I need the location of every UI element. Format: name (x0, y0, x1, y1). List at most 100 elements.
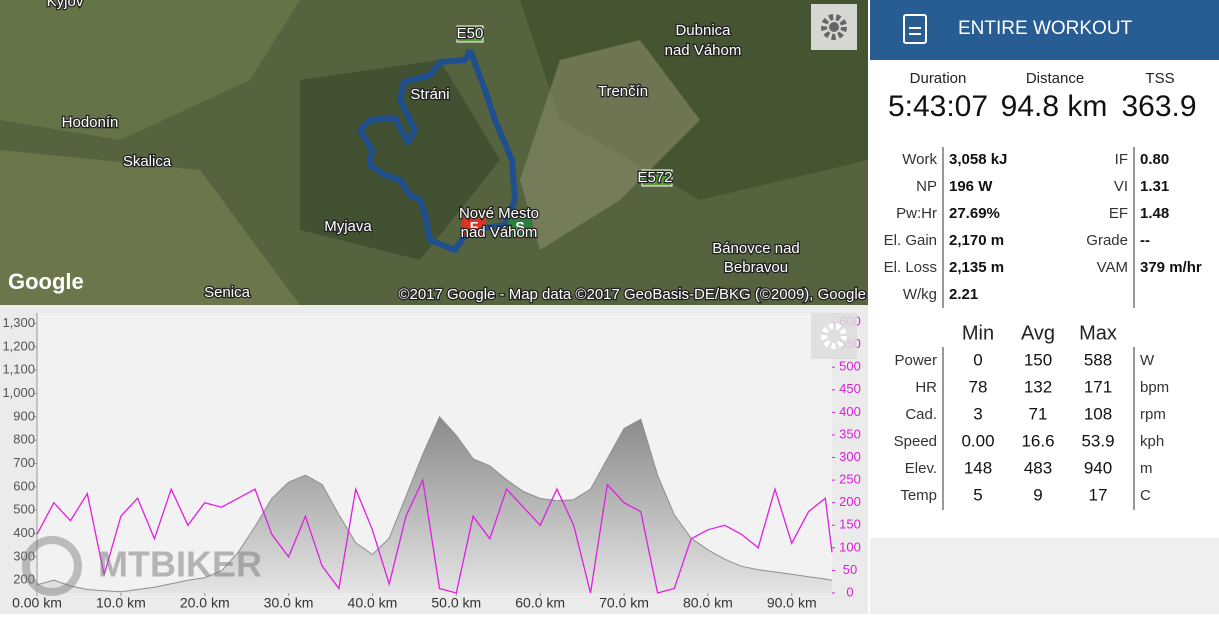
table-unit: m (1140, 460, 1153, 477)
table-unit: rpm (1140, 406, 1166, 423)
map-copyright: ©2017 Google - Map data ©2017 GeoBasis-D… (398, 286, 866, 303)
panel-card (870, 60, 1219, 538)
stat-value: 2.21 (949, 286, 978, 303)
y-tick-label: 200 (13, 572, 35, 587)
elevation-line (36, 415, 833, 593)
x-tick-label: 90.0 km (767, 595, 817, 611)
y2-tick-label: 300 (839, 449, 861, 464)
x-tick-label: 0.00 km (12, 595, 62, 611)
table-header: Min (962, 322, 994, 344)
y-tick-label: 1,300 (2, 315, 35, 330)
y2-tick-label: 500 (839, 359, 861, 374)
start-label: S (515, 219, 524, 235)
place-label: Stráni (410, 86, 449, 103)
elevation-fill (37, 416, 832, 593)
panel-header (870, 0, 1219, 60)
stat-value: 379 m/hr (1140, 259, 1202, 276)
y-tick-label: 400 (13, 525, 35, 540)
table-cell: 9 (1033, 485, 1042, 504)
table-cell: 71 (1029, 404, 1048, 423)
x-tick-label: 30.0 km (264, 595, 314, 611)
table-unit: W (1140, 352, 1155, 369)
place-label: Nové Mesto (459, 205, 539, 222)
table-row-label: Cad. (905, 406, 937, 423)
y2-tick-label: 400 (839, 404, 861, 419)
gear-icon (821, 323, 847, 349)
y-tick-label: 800 (13, 432, 35, 447)
road-label: E50 (457, 25, 484, 42)
stat-value: 0.80 (1140, 151, 1169, 168)
summary-label: TSS (1145, 70, 1174, 87)
table-row-label: Elev. (905, 460, 937, 477)
stat-label: Pw:Hr (896, 205, 937, 222)
stat-value: 196 W (949, 178, 993, 195)
road-label: E572 (637, 169, 672, 186)
x-tick-label: 20.0 km (180, 595, 230, 611)
x-tick-label: 70.0 km (599, 595, 649, 611)
table-cell: 17 (1089, 485, 1108, 504)
table-unit: bpm (1140, 379, 1169, 396)
summary-value: 94.8 km (1001, 90, 1108, 123)
stat-label: NP (916, 178, 937, 195)
stat-label: El. Gain (884, 232, 937, 249)
place-label: Bebravou (724, 259, 788, 276)
place-label: Hodonín (62, 114, 119, 131)
table-cell: 78 (969, 377, 988, 396)
gear-icon (821, 14, 847, 40)
table-cell: 132 (1024, 377, 1052, 396)
x-tick-label: 60.0 km (515, 595, 565, 611)
summary-label: Distance (1026, 70, 1084, 87)
table-cell: 108 (1084, 404, 1112, 423)
chart-settings-button[interactable] (811, 313, 857, 359)
x-tick-label: 80.0 km (683, 595, 733, 611)
stat-value: 3,058 kJ (949, 151, 1007, 168)
x-tick-label: 10.0 km (96, 595, 146, 611)
y2-tick-label: 350 (839, 426, 861, 441)
stat-label: Work (902, 151, 937, 168)
watermark-logo (22, 536, 82, 596)
finish-marker (462, 218, 486, 236)
table-cell: 0 (973, 350, 982, 369)
table-cell: 483 (1024, 458, 1052, 477)
stat-value: 2,170 m (949, 232, 1004, 249)
table-cell: 150 (1024, 350, 1052, 369)
power-line (36, 477, 833, 594)
place-label: nad Váhom (461, 224, 538, 241)
x-tick-label: 50.0 km (431, 595, 481, 611)
table-cell: 148 (964, 458, 992, 477)
summary-value: 5:43:07 (888, 90, 988, 123)
gear-hub (829, 22, 839, 32)
table-header: Avg (1021, 322, 1055, 344)
table-cell: 53.9 (1081, 431, 1114, 450)
road-shield (641, 169, 673, 187)
table-row-label: Temp (900, 487, 937, 504)
stat-value: 2,135 m (949, 259, 1004, 276)
stat-label: W/kg (903, 286, 937, 303)
table-cell: 16.6 (1021, 431, 1054, 450)
stat-value: 1.31 (1140, 178, 1169, 195)
table-cell: 171 (1084, 377, 1112, 396)
place-label: Kyjov (47, 0, 84, 10)
stat-label: IF (1115, 151, 1128, 168)
table-cell: 3 (973, 404, 982, 423)
y-tick-label: 600 (13, 478, 35, 493)
stat-label: VI (1114, 178, 1128, 195)
table-row-label: Power (894, 352, 937, 369)
y2-tick-label: 150 (839, 517, 861, 532)
table-header: Max (1079, 322, 1117, 344)
stat-label: VAM (1097, 259, 1128, 276)
finish-label: F (470, 219, 479, 235)
place-label: Dubnica (675, 22, 731, 39)
table-unit: C (1140, 487, 1151, 504)
map[interactable]: F S Google ©2017 Google - Map data ©2017… (0, 0, 868, 305)
summary-value: 363.9 (1121, 90, 1196, 123)
place-label: Bánovce nad (712, 240, 800, 257)
y2-tick-label: 450 (839, 381, 861, 396)
y-tick-label: 300 (13, 548, 35, 563)
watermark: MTBIKER (98, 544, 262, 585)
place-label: Trenčín (598, 83, 648, 100)
table-row-label: HR (915, 379, 937, 396)
clipboard-icon (903, 14, 927, 44)
table-unit: kph (1140, 433, 1164, 450)
